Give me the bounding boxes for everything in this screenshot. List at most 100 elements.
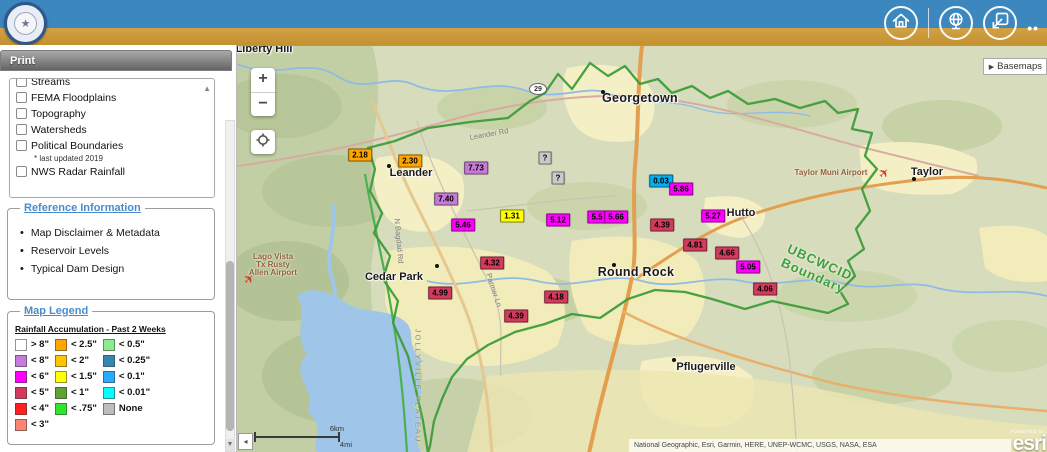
rain-gauge-label[interactable]: 4.06 [753, 282, 777, 296]
legend-item-label: < 0.25" [118, 355, 151, 366]
legend-item-label: < 4" [31, 403, 49, 414]
city-label: Round Rock [597, 265, 675, 279]
layer-checkbox[interactable] [16, 92, 27, 103]
locate-icon [255, 132, 271, 153]
reference-link[interactable]: Map Disclaimer & Metadata [20, 227, 214, 239]
legend-item: < 3" [15, 418, 49, 431]
layer-checkbox[interactable] [16, 166, 27, 177]
rain-gauge-label[interactable]: 4.39 [650, 218, 674, 232]
rain-gauge-label[interactable]: 5.66 [604, 210, 628, 224]
sidebar-scrollbar[interactable]: ▼ [225, 120, 235, 452]
rain-gauge-label[interactable]: 0.03 [649, 174, 673, 188]
basemaps-button[interactable]: ▶ Basemaps [982, 58, 1047, 75]
more-options-icon[interactable]: •• [1027, 20, 1039, 36]
layer-label: Streams [31, 78, 71, 88]
legend-item: < 8" [15, 354, 49, 367]
sidebar-collapse-button[interactable]: ◂ [238, 433, 253, 450]
basemap-globe-icon [946, 11, 966, 36]
legend-swatch [15, 370, 27, 383]
print-panel-header[interactable]: Print [0, 50, 232, 71]
legend-swatch [102, 386, 115, 399]
rain-gauge-label[interactable]: 4.99 [428, 286, 452, 300]
rain-gauge-label[interactable]: 5.86 [669, 182, 693, 196]
legend-item: < 5" [15, 386, 49, 399]
layer-checkbox-row[interactable]: NWS Radar Rainfall [16, 164, 200, 179]
header-gold-band [0, 28, 1047, 45]
rain-gauge-label[interactable]: 2.30 [398, 154, 422, 168]
legend-swatch [15, 418, 27, 431]
rain-gauge-label[interactable]: 5.27 [701, 209, 725, 223]
layer-checkbox-row[interactable]: Watersheds [16, 122, 200, 137]
district-seal-logo: ★ [4, 2, 47, 45]
airport-label: Lago Vista Tx Rusty Allen Airport [248, 252, 298, 277]
map-legend-link[interactable]: Map Legend [20, 305, 93, 317]
legend-item: < 4" [15, 402, 49, 415]
rain-gauge-label[interactable]: 5.12 [546, 213, 570, 227]
layer-label: FEMA Floodplains [31, 91, 117, 104]
layer-checkbox[interactable] [16, 108, 27, 119]
layer-scroll-up-icon[interactable]: ▲ [203, 84, 211, 93]
layer-checkbox-row[interactable]: FEMA Floodplains [16, 90, 200, 105]
legend-item: < .75" [54, 402, 97, 415]
layer-checkbox-row[interactable]: Topography [16, 106, 200, 121]
rain-gauge-label[interactable]: 1.31 [500, 209, 524, 223]
zoom-out-button[interactable]: − [251, 92, 275, 116]
rain-gauge-label[interactable]: 4.81 [683, 238, 707, 252]
legend-item-label: < 2.5" [70, 339, 97, 350]
rain-gauge-label[interactable]: 7.73 [464, 161, 488, 175]
scale-mi-label: 4mi [339, 440, 352, 449]
layer-checkbox-row[interactable]: Streams [16, 78, 200, 89]
rain-gauge-label[interactable]: 4.32 [480, 256, 504, 270]
map-terrain [237, 46, 1047, 452]
legend-swatch [102, 354, 115, 367]
scale-bar-line [254, 436, 340, 438]
layer-label: Topography [31, 107, 86, 120]
layer-list: Streams FEMA Floodplains Topography Watersh… [16, 78, 200, 179]
reference-link[interactable]: Typical Dam Design [20, 263, 214, 275]
layer-checkbox[interactable] [16, 79, 27, 87]
legend-grid: > 8" < 8" < 6" < 5" < 4" < 3" < 2.5" < 2" < 1.5"… [15, 338, 210, 431]
sidebar-scroll-down-icon[interactable]: ▼ [226, 439, 234, 451]
legend-item: < 0.25" [102, 354, 151, 367]
sidebar: Print Streams FEMA Floodplains Topography W… [0, 45, 237, 452]
legend-item-label: < 6" [31, 371, 49, 382]
share-button[interactable] [983, 6, 1018, 40]
map-canvas[interactable]: Leander Rd N Bagdad Rd Parmer Ln JOLLYVILLE… [237, 45, 1047, 452]
reference-information-link[interactable]: Reference Information [20, 202, 145, 214]
rain-gauge-label[interactable]: ? [551, 171, 565, 185]
legend-column: > 8" < 8" < 6" < 5" < 4" < 3" [15, 338, 49, 431]
city-label: Leander [389, 167, 433, 179]
rain-gauge-label[interactable]: 5.46 [451, 218, 475, 232]
rain-gauge-label[interactable]: 4.39 [504, 309, 528, 323]
legend-item-label: None [118, 403, 143, 414]
home-icon [891, 11, 911, 36]
rain-gauge-label[interactable]: 7.40 [434, 192, 458, 206]
rain-gauge-label[interactable]: 4.18 [544, 290, 568, 304]
layer-label: NWS Radar Rainfall [31, 165, 125, 178]
rain-gauge-label[interactable]: 5.05 [736, 260, 760, 274]
city-label: Pflugerville [676, 361, 736, 373]
city-dot [435, 264, 439, 268]
legend-swatch [54, 402, 67, 415]
zoom-in-button[interactable]: + [251, 68, 275, 92]
city-label: Liberty Hill [237, 45, 293, 55]
city-dot [601, 90, 605, 94]
header-blue-band [0, 0, 1047, 28]
basemaps-expand-icon: ▶ [988, 63, 995, 71]
basemap-gallery-button[interactable] [939, 6, 974, 40]
home-extent-button[interactable] [251, 130, 275, 154]
share-icon [990, 11, 1010, 36]
layer-checkbox[interactable] [16, 140, 27, 151]
home-button[interactable] [884, 6, 919, 40]
legend-item-label: < 3" [31, 419, 49, 430]
rain-gauge-label[interactable]: 4.66 [715, 246, 739, 260]
sidebar-scrollbar-thumb[interactable] [226, 261, 234, 431]
rain-gauge-label[interactable]: 2.18 [348, 148, 372, 162]
layer-checkbox[interactable] [16, 124, 27, 135]
layer-checkbox-row[interactable]: Political Boundaries [16, 138, 200, 153]
airport-label: Taylor Muni Airport [794, 168, 868, 177]
city-labels: Liberty Hill Georgetown Leander Cedar Park R… [237, 46, 1047, 452]
rain-gauge-label[interactable]: ? [538, 151, 552, 165]
reference-link[interactable]: Reservoir Levels [20, 245, 214, 257]
legend-swatch [15, 386, 27, 399]
